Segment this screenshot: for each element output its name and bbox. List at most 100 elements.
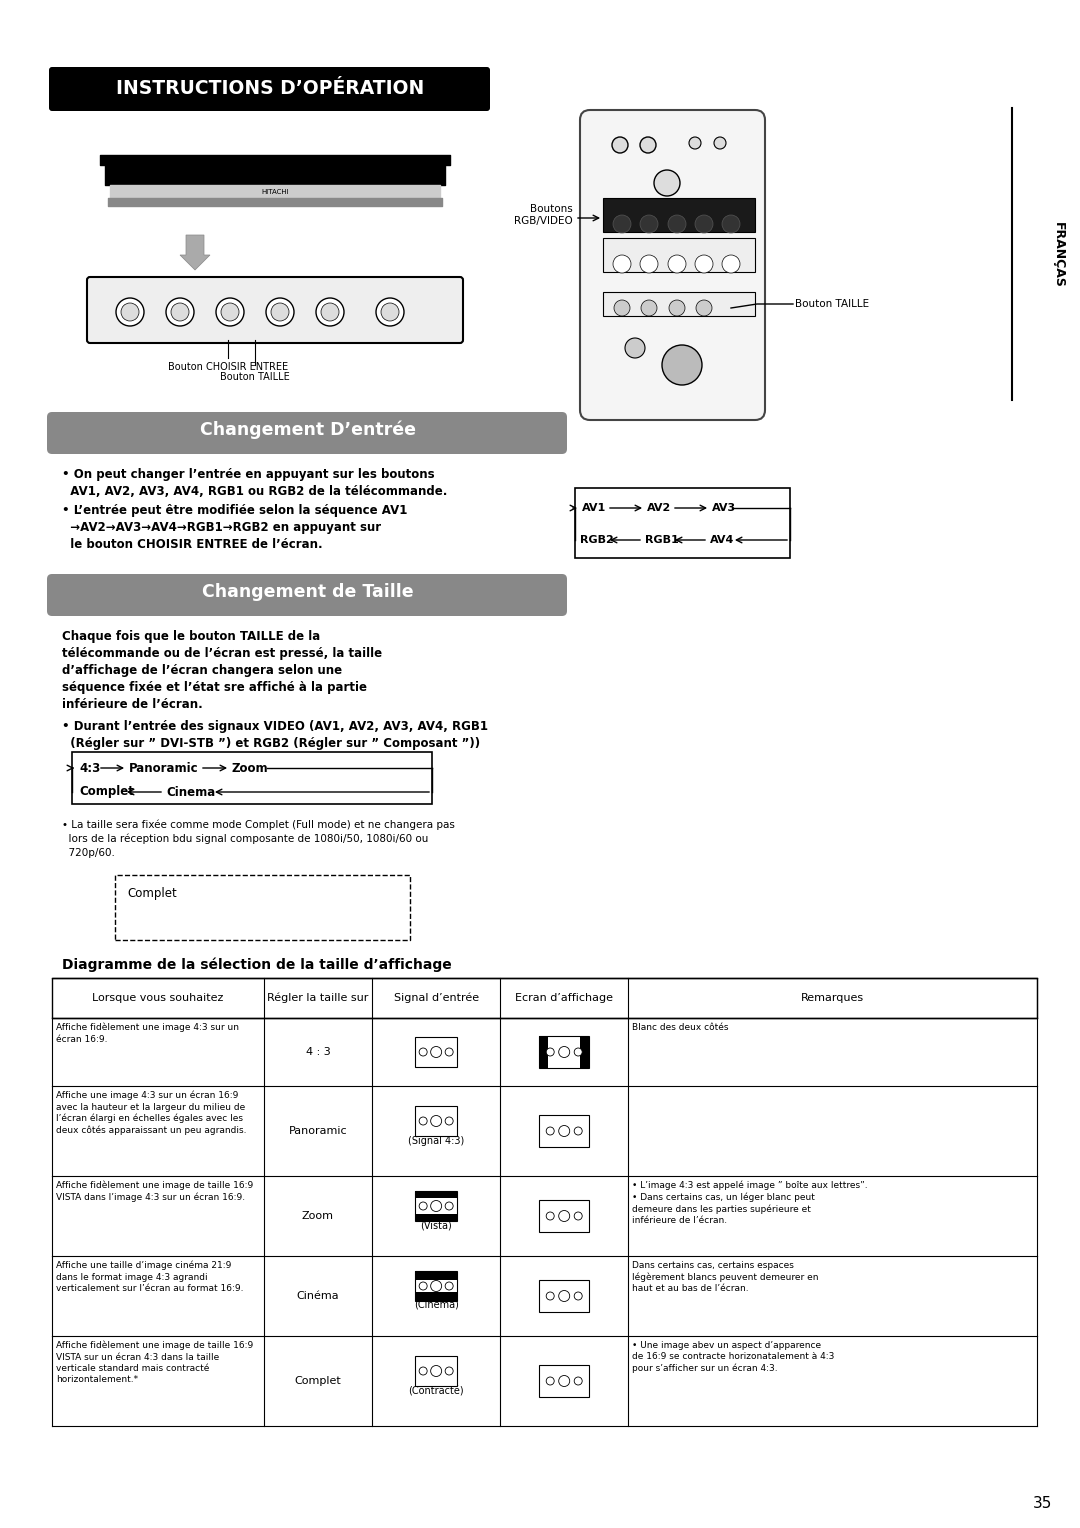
- Circle shape: [316, 298, 345, 325]
- Text: Cinéma: Cinéma: [297, 1291, 339, 1300]
- Circle shape: [419, 1368, 428, 1375]
- Text: Bouton CHOISIR ENTREE: Bouton CHOISIR ENTREE: [167, 362, 288, 371]
- Circle shape: [558, 1210, 570, 1221]
- Circle shape: [431, 1201, 442, 1212]
- Circle shape: [419, 1048, 428, 1056]
- Text: Signal d’entrée: Signal d’entrée: [393, 993, 478, 1004]
- FancyBboxPatch shape: [48, 413, 567, 454]
- Text: INSTRUCTIONS D’OPÉRATION: INSTRUCTIONS D’OPÉRATION: [116, 78, 424, 98]
- Bar: [539, 1036, 549, 1068]
- Text: Affiche fidèlement une image de taille 16:9
VISTA dans l’image 4:3 sur un écran : Affiche fidèlement une image de taille 1…: [56, 1181, 253, 1203]
- Circle shape: [431, 1047, 442, 1057]
- Circle shape: [221, 303, 239, 321]
- Circle shape: [445, 1117, 454, 1125]
- Text: Complet: Complet: [295, 1377, 341, 1386]
- Circle shape: [419, 1117, 428, 1125]
- Text: • L’entrée peut être modifiée selon la séquence AV1
  →AV2→AV3→AV4→RGB1→RGB2 en : • L’entrée peut être modifiée selon la s…: [62, 504, 407, 552]
- Circle shape: [445, 1203, 454, 1210]
- Circle shape: [575, 1212, 582, 1219]
- Text: • La taille sera fixée comme mode Complet (Full mode) et ne changera pas
  lors : • La taille sera fixée comme mode Comple…: [62, 821, 455, 857]
- Circle shape: [419, 1203, 428, 1210]
- Bar: [415, 1215, 457, 1221]
- Bar: [539, 1280, 590, 1313]
- Text: • L’image 4:3 est appelé image ” boîte aux lettres”.
• Dans certains cas, un lég: • L’image 4:3 est appelé image ” boîte a…: [632, 1181, 868, 1225]
- Circle shape: [662, 345, 702, 385]
- Circle shape: [640, 138, 656, 153]
- Text: 4:3: 4:3: [79, 761, 100, 775]
- Circle shape: [575, 1128, 582, 1135]
- Circle shape: [419, 1282, 428, 1290]
- Text: Chaque fois que le bouton TAILLE de la
télécommande ou de l’écran est pressé, la: Chaque fois que le bouton TAILLE de la t…: [62, 630, 382, 711]
- Text: • On peut changer l’entrée en appuyant sur les boutons
  AV1, AV2, AV3, AV4, RGB: • On peut changer l’entrée en appuyant s…: [62, 468, 447, 498]
- Bar: [539, 1115, 590, 1148]
- Bar: [603, 238, 755, 272]
- Circle shape: [625, 338, 645, 358]
- Bar: [580, 1036, 590, 1068]
- Circle shape: [669, 299, 685, 316]
- Circle shape: [546, 1377, 554, 1384]
- Text: • Durant l’entrée des signaux VIDEO (AV1, AV2, AV3, AV4, RGB1
  (Régler sur ” DV: • Durant l’entrée des signaux VIDEO (AV1…: [62, 720, 488, 750]
- FancyBboxPatch shape: [580, 110, 765, 420]
- Circle shape: [613, 215, 631, 232]
- Text: (Cinéma): (Cinéma): [414, 1300, 459, 1311]
- Text: • Une image abev un aspect d’apparence
de 16:9 se contracte horizonatalement à 4: • Une image abev un aspect d’apparence d…: [632, 1342, 835, 1372]
- Bar: [415, 1355, 457, 1386]
- Text: Zoom: Zoom: [302, 1212, 334, 1221]
- Circle shape: [558, 1375, 570, 1386]
- Text: Affiche fidèlement une image 4:3 sur un
écran 16:9.: Affiche fidèlement une image 4:3 sur un …: [56, 1024, 239, 1044]
- Bar: [415, 1190, 457, 1198]
- Bar: [415, 1271, 457, 1280]
- Circle shape: [642, 299, 657, 316]
- Circle shape: [266, 298, 294, 325]
- Text: Panoramic: Panoramic: [288, 1126, 348, 1135]
- Circle shape: [216, 298, 244, 325]
- Text: Changement D’entrée: Changement D’entrée: [200, 420, 416, 439]
- Circle shape: [696, 215, 713, 232]
- Text: Changement de Taille: Changement de Taille: [202, 584, 414, 601]
- Text: Boutons
RGB/VIDEO: Boutons RGB/VIDEO: [514, 203, 573, 226]
- Text: Blanc des deux côtés: Blanc des deux côtés: [632, 1024, 729, 1031]
- Circle shape: [696, 255, 713, 274]
- FancyBboxPatch shape: [87, 277, 463, 342]
- Text: 35: 35: [1032, 1496, 1052, 1511]
- Circle shape: [121, 303, 139, 321]
- Bar: [575, 487, 789, 558]
- Circle shape: [689, 138, 701, 150]
- Text: Affiche une image 4:3 sur un écran 16:9
avec la hauteur et la largeur du milieu : Affiche une image 4:3 sur un écran 16:9 …: [56, 1091, 246, 1135]
- Circle shape: [723, 255, 740, 274]
- Circle shape: [669, 255, 686, 274]
- Text: AV1: AV1: [582, 503, 606, 513]
- Bar: [52, 978, 1037, 1018]
- Circle shape: [640, 255, 658, 274]
- FancyBboxPatch shape: [48, 575, 567, 616]
- Text: AV3: AV3: [712, 503, 737, 513]
- Circle shape: [116, 298, 144, 325]
- Bar: [72, 752, 432, 804]
- Circle shape: [546, 1293, 554, 1300]
- Bar: [415, 1038, 457, 1067]
- Circle shape: [546, 1212, 554, 1219]
- Bar: [603, 199, 755, 232]
- Circle shape: [613, 255, 631, 274]
- Circle shape: [431, 1366, 442, 1377]
- Bar: [415, 1293, 457, 1300]
- Text: Remarques: Remarques: [801, 993, 864, 1002]
- Circle shape: [166, 298, 194, 325]
- Circle shape: [558, 1126, 570, 1137]
- Bar: [539, 1365, 590, 1397]
- Text: Dans certains cas, certains espaces
légèrement blancs peuvent demeurer en
haut e: Dans certains cas, certains espaces légè…: [632, 1261, 819, 1293]
- Bar: [415, 1271, 457, 1300]
- Bar: [415, 1190, 457, 1221]
- FancyArrow shape: [180, 235, 210, 270]
- Circle shape: [271, 303, 289, 321]
- Circle shape: [546, 1048, 554, 1056]
- FancyBboxPatch shape: [49, 67, 490, 112]
- Text: Affiche une taille d’image cinéma 21:9
dans le format image 4:3 agrandi
vertical: Affiche une taille d’image cinéma 21:9 d…: [56, 1261, 243, 1293]
- Text: Bouton TAILLE: Bouton TAILLE: [220, 371, 289, 382]
- Circle shape: [431, 1115, 442, 1126]
- Bar: [539, 1036, 590, 1068]
- Text: RGB2: RGB2: [580, 535, 613, 545]
- Circle shape: [546, 1128, 554, 1135]
- Circle shape: [575, 1293, 582, 1300]
- Text: (Signal 4:3): (Signal 4:3): [408, 1135, 464, 1146]
